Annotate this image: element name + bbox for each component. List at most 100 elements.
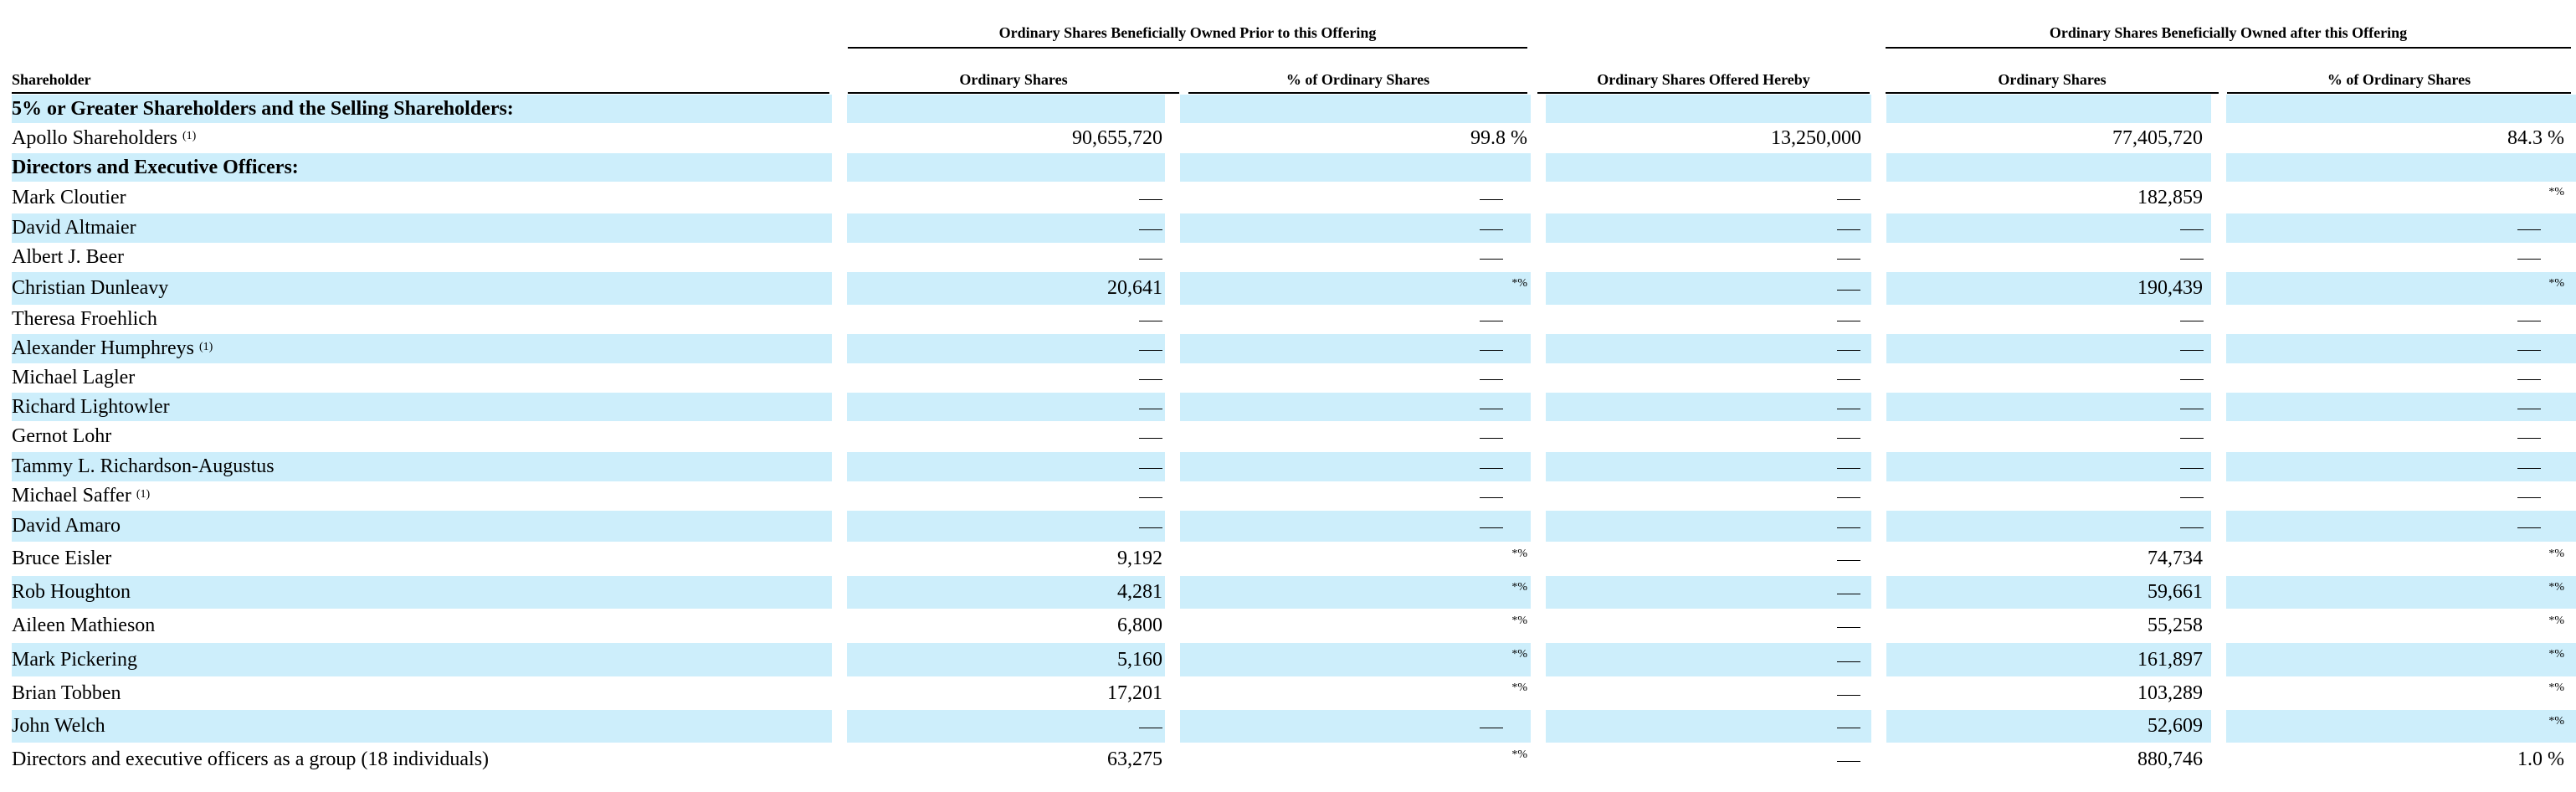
column-gap — [2211, 452, 2226, 481]
header-group-after: Ordinary Shares Beneficially Owned after… — [2049, 24, 2408, 41]
column-gap — [1165, 393, 1180, 421]
cell-after-shares — [2180, 334, 2204, 363]
dash-placeholder — [1837, 497, 1860, 498]
cell-offered — [1837, 421, 1860, 452]
dash-placeholder — [1480, 497, 1503, 498]
column-gap — [1531, 153, 1546, 182]
section-row: Directors and Executive Officers: — [12, 153, 2576, 182]
cell-after-shares: 74,734 — [2148, 548, 2203, 569]
cell-offered — [1837, 511, 1860, 542]
column-gap — [1165, 334, 1180, 363]
cell-prior-shares — [1139, 393, 1162, 421]
header-group-prior: Ordinary Shares Beneficially Owned Prior… — [998, 24, 1377, 41]
cell-after-pct: *% — [2548, 648, 2564, 661]
footnote-marker: (1) — [182, 130, 197, 142]
cell-offered — [1837, 182, 1860, 213]
column-gap — [1531, 334, 1546, 363]
cell-offered — [1837, 334, 1860, 363]
column-gap — [1165, 511, 1180, 542]
dash-placeholder — [1837, 560, 1860, 561]
column-gap — [1871, 272, 1886, 305]
dash-placeholder — [1480, 438, 1503, 439]
shareholder-name: Alexander Humphreys (1) — [12, 337, 213, 359]
cell-after-shares: 161,897 — [2137, 648, 2203, 671]
column-gap — [1871, 334, 1886, 363]
dash-placeholder — [1837, 761, 1860, 762]
dash-placeholder — [1837, 627, 1860, 628]
column-gap — [1531, 452, 1546, 481]
table-row: Michael Lagler — [12, 363, 2576, 393]
cell-after-pct — [2517, 334, 2541, 363]
shareholder-name: Theresa Froehlich — [12, 308, 157, 330]
dash-placeholder — [1837, 379, 1860, 380]
column-gap — [832, 272, 847, 305]
column-gap — [832, 393, 847, 421]
cell-offered — [1837, 609, 1860, 643]
cell-after-shares: 103,289 — [2137, 681, 2203, 704]
shareholder-name: Directors and executive officers as a gr… — [12, 748, 490, 770]
dash-placeholder — [2180, 527, 2204, 528]
shareholder-name: Michael Saffer (1) — [12, 485, 151, 507]
cell-after-pct: 84.3 % — [2507, 126, 2564, 149]
table-row: Bruce Eisler 9,192 *% 74,734 *% — [12, 542, 2576, 576]
dash-placeholder — [1837, 438, 1860, 439]
cell-after-pct — [2517, 393, 2541, 421]
cell-prior-shares — [1139, 182, 1162, 213]
cell-after-shares: 52,609 — [2148, 715, 2203, 737]
dash-placeholder — [1139, 438, 1162, 439]
header-after-pct: % of Ordinary Shares — [2327, 71, 2471, 88]
shareholder-name: David Altmaier — [12, 217, 136, 239]
cell-prior-pct — [1480, 213, 1503, 243]
dash-placeholder — [2180, 438, 2204, 439]
column-gap — [2211, 710, 2226, 743]
column-gap — [1165, 643, 1180, 676]
column-gap — [2211, 643, 2226, 676]
cell-offered — [1837, 481, 1860, 511]
cell-prior-pct — [1480, 452, 1503, 481]
column-gap — [832, 710, 847, 743]
cell-after-pct: *% — [2548, 681, 2564, 694]
header-rule-prior-shares — [848, 92, 1179, 94]
dash-placeholder — [2517, 497, 2541, 498]
cell-after-shares — [2180, 481, 2204, 511]
shareholder-name: John Welch — [12, 715, 105, 737]
cell-prior-pct — [1480, 243, 1503, 272]
cell-prior-shares: 17,201 — [1107, 681, 1162, 704]
cell-prior-pct — [1480, 363, 1503, 393]
dash-placeholder — [1480, 379, 1503, 380]
cell-prior-pct: *% — [1511, 614, 1527, 627]
footnote-marker: (1) — [136, 487, 151, 501]
table-row: Directors and executive officers as a gr… — [12, 743, 2576, 777]
cell-offered — [1837, 243, 1860, 272]
column-gap — [1871, 452, 1886, 481]
footnote-marker: (1) — [198, 340, 213, 353]
dash-placeholder — [1480, 527, 1503, 528]
cell-after-shares — [2180, 213, 2204, 243]
cell-after-shares — [2180, 243, 2204, 272]
cell-prior-shares — [1139, 334, 1162, 363]
shareholder-name: Aileen Mathieson — [12, 615, 156, 636]
column-gap — [1165, 153, 1180, 182]
cell-prior-pct: *% — [1511, 276, 1527, 290]
table-row: Mark Cloutier 182,859 *% — [12, 182, 2576, 213]
column-gap — [1531, 95, 1546, 123]
cell-after-pct: *% — [2548, 580, 2564, 594]
column-gap — [1871, 710, 1886, 743]
column-gap — [832, 576, 847, 609]
dash-placeholder — [1139, 527, 1162, 528]
shareholder-name: Albert J. Beer — [12, 246, 124, 268]
column-gap — [832, 334, 847, 363]
dash-placeholder — [1139, 379, 1162, 380]
dash-placeholder — [1139, 468, 1162, 469]
dash-placeholder — [2517, 229, 2541, 230]
dash-placeholder — [1837, 229, 1860, 230]
table-row: Tammy L. Richardson-Augustus — [12, 452, 2576, 481]
cell-after-pct: 1.0 % — [2517, 748, 2564, 770]
cell-prior-shares — [1139, 511, 1162, 542]
cell-prior-pct — [1480, 393, 1503, 421]
header-shareholder: Shareholder — [12, 71, 91, 88]
column-gap — [832, 511, 847, 542]
column-gap — [832, 213, 847, 243]
header-rule-after-shares — [1886, 92, 2219, 94]
column-gap — [2211, 393, 2226, 421]
